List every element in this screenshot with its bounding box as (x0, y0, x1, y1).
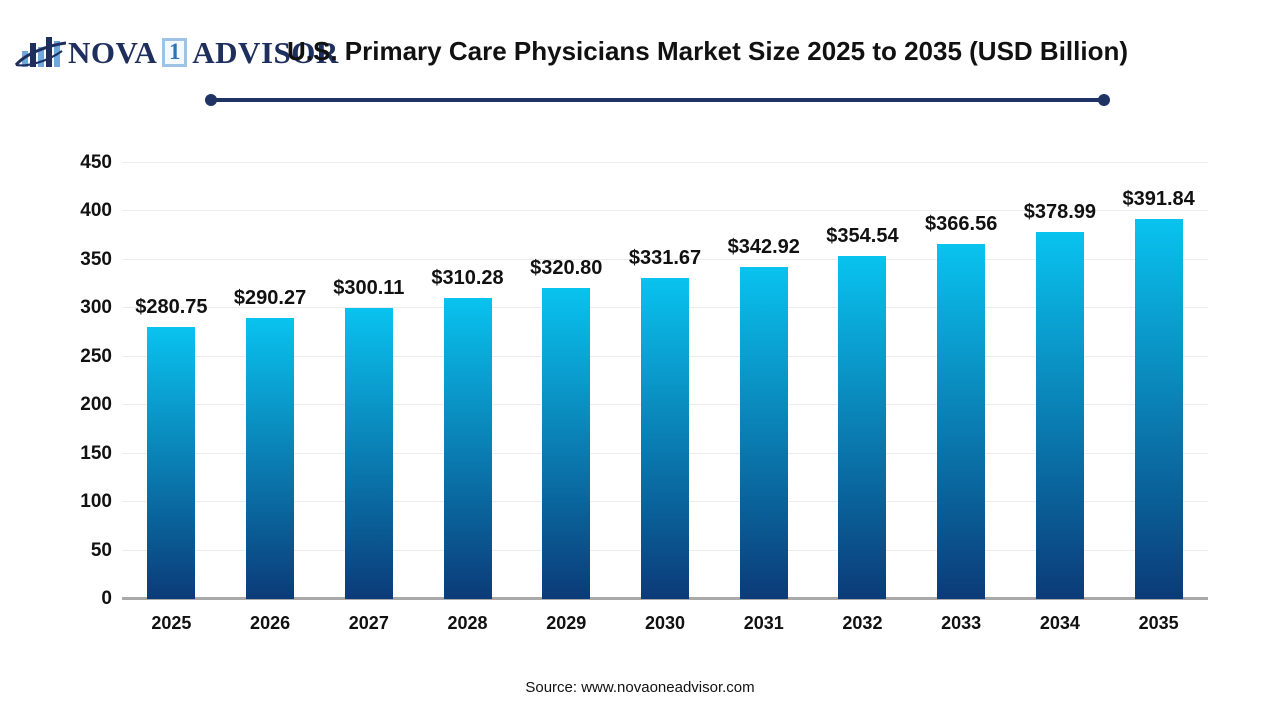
bar-2032 (838, 255, 887, 599)
y-tick-250: 250 (80, 345, 112, 367)
divider-line (209, 98, 1106, 102)
bar-value-label-2031: $342.92 (727, 235, 800, 258)
bar-value-label-2030: $331.67 (628, 246, 702, 269)
bar-column-2035: $391.84 2035 (1109, 163, 1208, 633)
bar-value-label-2034: $378.99 (1023, 200, 1097, 223)
x-tick-2034: 2034 (1039, 613, 1080, 633)
x-tick-2028: 2028 (447, 613, 488, 633)
bar-value-label-2028: $310.28 (431, 267, 504, 290)
bar-column-2028: $310.28 2028 (418, 163, 517, 633)
bar-2033 (937, 243, 986, 599)
bar-value-label-2035: $391.84 (1122, 188, 1195, 211)
bar-value-label-2025: $280.75 (135, 296, 208, 318)
bar-value-label-2026: $290.27 (233, 286, 307, 309)
x-tick-2029: 2029 (546, 613, 587, 633)
plot-area: $280.75 2025 $290.27 2026 $300.11 2027 $310.28… (122, 162, 1208, 634)
bar-2028 (443, 298, 492, 599)
x-tick-2026: 2026 (250, 613, 291, 633)
y-tick-150: 150 (80, 442, 112, 464)
bar-2029 (542, 288, 591, 599)
bar-column-2029: $320.80 2029 (517, 163, 616, 633)
bar-2027 (344, 308, 393, 599)
y-tick-300: 300 (80, 297, 112, 319)
y-tick-400: 400 (80, 200, 112, 222)
logo-text-advisor: ADVISOR (192, 34, 339, 70)
y-tick-0: 0 (101, 588, 112, 609)
logo-text-nova: NOVA (68, 34, 158, 70)
bar-column-2026: $290.27 2026 (221, 163, 320, 633)
bar-column-2032: $354.54 2032 (813, 163, 912, 634)
bar-2035 (1134, 219, 1183, 599)
title-divider (205, 94, 1110, 106)
bar-column-2031: $342.92 2031 (714, 163, 813, 633)
chart-title: U.S. Primary Care Physicians Market Size… (287, 36, 1129, 66)
gridline-450 (122, 162, 1208, 163)
x-tick-2025: 2025 (151, 613, 192, 633)
bar-value-label-2027: $300.11 (333, 277, 405, 300)
bar-column-2027: $300.11 2027 (319, 163, 418, 633)
bar-column-2033: $366.56 2033 (912, 163, 1011, 633)
y-tick-450: 450 (80, 152, 112, 173)
divider-right-dot (1098, 94, 1110, 106)
y-tick-350: 350 (80, 248, 112, 270)
bar-column-2025: $280.75 2025 (122, 163, 221, 633)
y-tick-50: 50 (90, 539, 112, 561)
bar-2025 (147, 327, 196, 599)
bar-chart-swoosh-icon (14, 37, 66, 67)
y-tick-200: 200 (80, 394, 112, 416)
bar-column-2030: $331.67 2030 (616, 163, 715, 633)
y-tick-100: 100 (80, 491, 112, 513)
x-tick-2035: 2035 (1138, 613, 1179, 633)
x-tick-2031: 2031 (743, 613, 784, 633)
source-caption: Source: www.novaoneadvisor.com (525, 679, 755, 696)
gridline-400 (122, 210, 1208, 212)
logo: NOVA 1 ADVISOR (14, 30, 339, 74)
x-tick-2033: 2033 (941, 613, 982, 633)
x-tick-2027: 2027 (348, 613, 389, 633)
bar-2026 (246, 317, 295, 599)
bar-value-label-2029: $320.80 (530, 257, 603, 280)
x-tick-2032: 2032 (842, 613, 883, 633)
bar-2031 (739, 266, 788, 599)
bar-2030 (640, 277, 689, 599)
bar-value-label-2033: $366.56 (925, 212, 998, 235)
gridline-350 (122, 258, 1208, 260)
bar-column-2034: $378.99 2034 (1011, 163, 1110, 633)
bar-value-label-2032: $354.54 (826, 224, 899, 247)
x-tick-2030: 2030 (644, 613, 686, 633)
bar-2034 (1035, 231, 1084, 599)
logo-one-badge: 1 (162, 37, 188, 67)
